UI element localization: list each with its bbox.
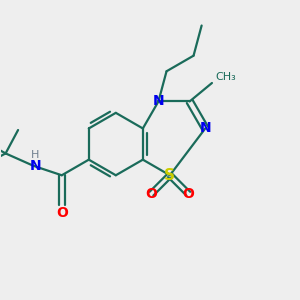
Text: N: N bbox=[153, 94, 164, 108]
Text: S: S bbox=[164, 168, 175, 183]
Text: H: H bbox=[31, 150, 39, 160]
Text: O: O bbox=[182, 187, 194, 201]
Text: CH₃: CH₃ bbox=[215, 71, 236, 82]
Text: O: O bbox=[56, 206, 68, 220]
Text: N: N bbox=[200, 122, 211, 136]
Text: O: O bbox=[146, 187, 158, 201]
Text: N: N bbox=[29, 159, 41, 173]
